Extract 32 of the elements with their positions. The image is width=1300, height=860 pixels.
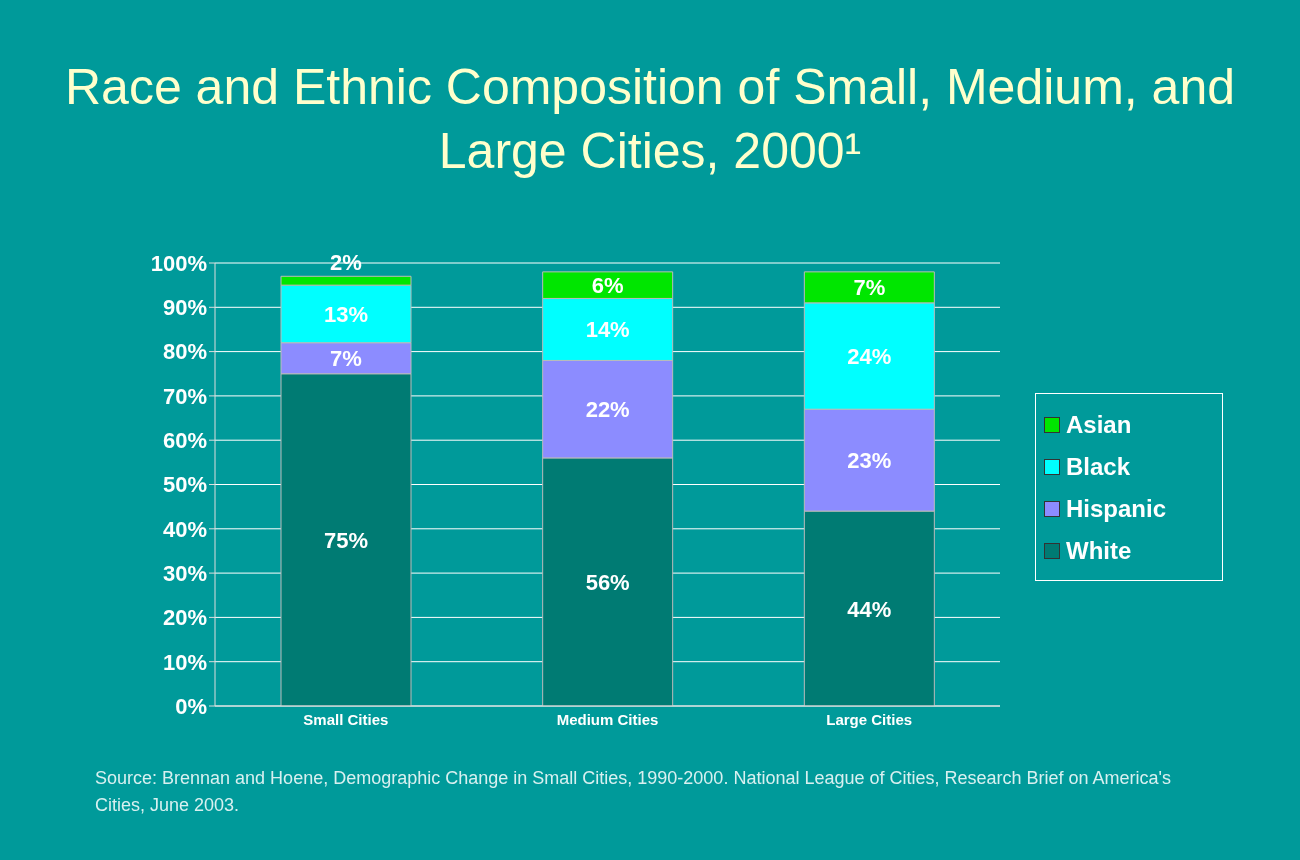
- y-tick-label: 40%: [162, 516, 207, 542]
- y-tick-label: 70%: [162, 383, 207, 409]
- data-label: 56%: [585, 569, 630, 595]
- chart-title: Race and Ethnic Composition of Small, Medium, and Large Cities, 2000¹: [64, 58, 1236, 181]
- x-tick-label: Small Cities: [303, 710, 389, 728]
- y-tick-label: 100%: [150, 250, 207, 276]
- y-tick-label: 20%: [162, 605, 207, 631]
- y-tick-label: 10%: [162, 649, 207, 675]
- source-note: Source: Brennan and Hoene, Demographic Change in Small Cities, 1990-2000. National League of Cities, Research Brief on America's Cities, June 2003.: [95, 767, 1173, 817]
- data-label: 14%: [585, 317, 630, 343]
- data-label: 22%: [585, 397, 630, 423]
- data-label: 2%: [330, 250, 362, 276]
- y-tick-label: 0%: [175, 693, 207, 719]
- y-tick-label: 30%: [162, 560, 207, 586]
- data-label: 7%: [853, 275, 886, 301]
- legend-label: Black: [1066, 453, 1131, 481]
- data-label: 24%: [847, 344, 892, 370]
- data-label: 75%: [323, 527, 369, 553]
- legend-label: Hispanic: [1066, 495, 1167, 523]
- y-tick-label: 90%: [162, 295, 207, 321]
- data-label: 13%: [323, 301, 369, 327]
- data-label: 6%: [591, 273, 624, 299]
- legend-label: White: [1066, 537, 1132, 565]
- data-label: 23%: [847, 448, 892, 474]
- x-tick-label: Medium Cities: [556, 710, 659, 728]
- data-label: 44%: [847, 596, 892, 622]
- y-tick-label: 50%: [162, 472, 207, 498]
- data-label: 7%: [330, 346, 362, 372]
- y-tick-label: 80%: [162, 339, 207, 365]
- y-tick-label: 60%: [162, 428, 207, 454]
- x-tick-label: Large Cities: [826, 710, 913, 728]
- legend-label: Asian: [1066, 411, 1132, 439]
